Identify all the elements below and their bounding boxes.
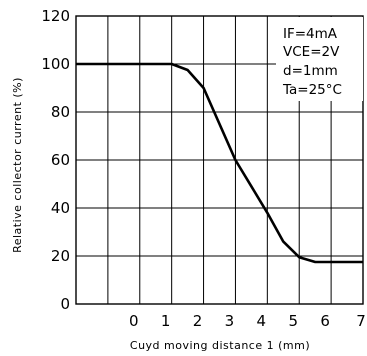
annotation-d: d=1mm bbox=[283, 63, 338, 79]
x-tick-label: 3 bbox=[225, 312, 235, 330]
y-tick-label: 120 bbox=[41, 7, 70, 25]
series-line bbox=[76, 62, 363, 264]
x-tick-label: 2 bbox=[193, 312, 203, 330]
x-tick-label: 4 bbox=[257, 312, 267, 330]
y-tick-label: 0 bbox=[60, 295, 70, 313]
y-tick-label: 20 bbox=[51, 247, 70, 265]
x-tick-label: 7 bbox=[356, 312, 366, 330]
x-tick-label: 1 bbox=[161, 312, 171, 330]
x-tick-labels: 0 1 2 3 4 5 6 7 bbox=[129, 312, 366, 330]
annotation-ta: Ta=25°C bbox=[282, 82, 342, 98]
y-tick-label: 100 bbox=[41, 55, 70, 73]
y-tick-label: 80 bbox=[51, 103, 70, 121]
y-tick-label: 60 bbox=[51, 151, 70, 169]
x-tick-label: 0 bbox=[129, 312, 139, 330]
plot-frame bbox=[75, 15, 364, 305]
x-axis-label: Cuyd moving distance 1 (mm) bbox=[130, 339, 310, 352]
y-axis-label: Relative collector current (%) bbox=[11, 77, 24, 253]
annotation-box bbox=[276, 17, 363, 101]
y-tick-label: 40 bbox=[51, 199, 70, 217]
annotation-vce: VCE=2V bbox=[283, 44, 340, 60]
x-tick-label: 6 bbox=[320, 312, 330, 330]
x-tick-label: 5 bbox=[288, 312, 298, 330]
annotation-if: IF=4mA bbox=[283, 26, 338, 42]
y-tick-labels: 0 20 40 60 80 100 120 bbox=[41, 7, 70, 313]
